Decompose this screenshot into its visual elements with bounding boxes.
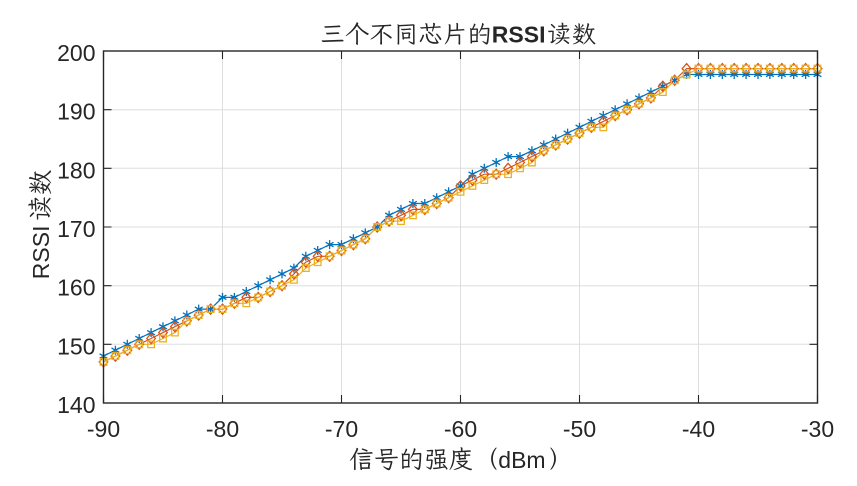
svg-text:RSSI: RSSI: [28, 226, 54, 280]
svg-text:-80: -80: [206, 416, 239, 442]
svg-text:RSSI: RSSI: [492, 21, 546, 47]
svg-text:-50: -50: [563, 416, 596, 442]
svg-text:190: 190: [57, 99, 95, 125]
svg-text:-90: -90: [87, 416, 120, 442]
svg-text:-30: -30: [801, 416, 834, 442]
svg-text:-40: -40: [682, 416, 715, 442]
svg-text:160: 160: [57, 275, 95, 301]
svg-text:150: 150: [57, 333, 95, 359]
svg-text:200: 200: [57, 40, 95, 66]
svg-text:-60: -60: [444, 416, 477, 442]
svg-text:dBm: dBm: [498, 447, 545, 473]
svg-text:140: 140: [57, 392, 95, 418]
svg-text:-70: -70: [325, 416, 358, 442]
svg-text:180: 180: [57, 157, 95, 183]
svg-text:170: 170: [57, 216, 95, 242]
